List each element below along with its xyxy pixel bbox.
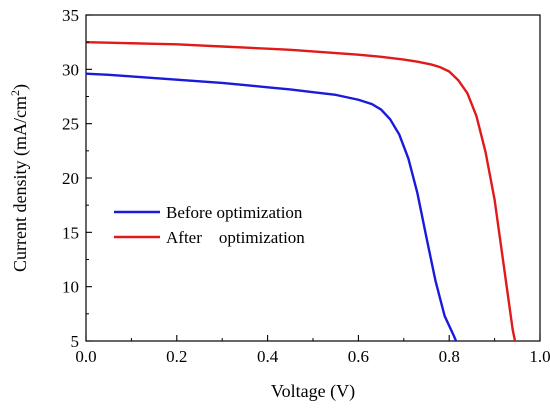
series-line-0 — [86, 72, 458, 341]
y-tick-label: 35 — [62, 6, 79, 25]
x-tick-label: 0.4 — [257, 347, 279, 366]
y-tick-label: 10 — [62, 278, 79, 297]
legend-label-0: Before optimization — [166, 203, 303, 222]
y-tick-label: 30 — [62, 60, 79, 79]
x-tick-label: 0.6 — [348, 347, 369, 366]
x-tick-label: 1.0 — [529, 347, 550, 366]
legend-label-1: After optimization — [166, 228, 305, 247]
curves — [86, 40, 517, 341]
x-ticks: 0.0 0.2 0.4 0.6 0.8 1.0 — [75, 335, 550, 366]
y-tick-label: 20 — [62, 169, 79, 188]
x-axis-title: Voltage (V) — [271, 381, 355, 402]
plot-frame — [85, 14, 541, 342]
y-tick-label: 5 — [71, 332, 80, 351]
series-line-1 — [86, 40, 517, 341]
y-ticks: 5 10 15 20 25 30 35 — [62, 6, 92, 351]
y-tick-label: 25 — [62, 115, 79, 134]
plot-area: 0.0 0.2 0.4 0.6 0.8 1.0 5 10 15 20 25 30 35 Before … — [62, 6, 550, 366]
y-axis-title: Current density (mA/cm2) — [8, 84, 31, 272]
y-tick-label: 15 — [62, 223, 79, 242]
legend: Before optimization After optimization — [114, 203, 305, 247]
x-tick-label: 0.2 — [166, 347, 187, 366]
x-tick-label: 0.0 — [75, 347, 96, 366]
x-tick-label: 0.8 — [439, 347, 460, 366]
